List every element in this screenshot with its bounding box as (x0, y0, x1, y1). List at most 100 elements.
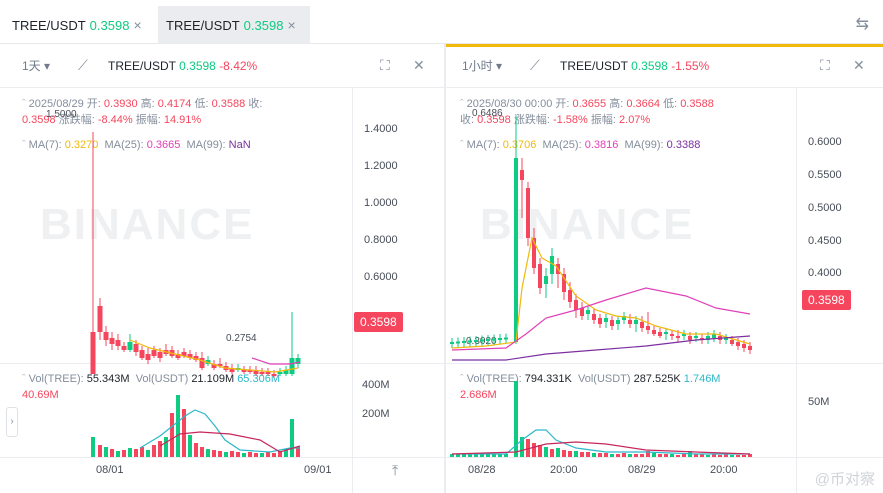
volume-bar (664, 454, 668, 457)
candle-body (247, 370, 253, 372)
price-tag: 0.3598 (802, 290, 851, 310)
candle-body (664, 332, 668, 334)
high-marker: 0.6486 (472, 108, 503, 119)
expand-handle[interactable]: › (6, 407, 18, 437)
candle-body (646, 326, 650, 330)
x-tick: 08/29 (628, 464, 656, 476)
toggle-dot-icon[interactable]: ˆ (22, 139, 26, 151)
volume-bar (486, 454, 490, 457)
close-icon[interactable]: × (133, 17, 142, 33)
y-tick: 1.0000 (364, 197, 398, 209)
vol-tree-label: Vol(TREE): (466, 373, 522, 385)
candle-body (187, 354, 193, 358)
fullscreen-icon[interactable]: ⛶ (380, 57, 390, 73)
volume-bar (474, 454, 478, 457)
candle-body (133, 344, 139, 352)
close-icon[interactable]: ✕ (413, 57, 425, 73)
volume-bar (116, 451, 120, 457)
volume-bar (718, 455, 722, 457)
x-tick: 08/01 (96, 464, 124, 476)
ma25-value: 0.3816 (584, 139, 619, 151)
vol-usdt-value: 21.109M (191, 373, 235, 385)
fullscreen-icon[interactable]: ⛶ (820, 57, 830, 73)
low-marker: 0.2754 (226, 333, 257, 344)
volume-bar (544, 447, 548, 457)
candle-body (486, 339, 490, 341)
toggle-dot-icon[interactable]: ˆ (22, 98, 26, 110)
toggle-dot-icon[interactable]: ˆ (22, 373, 26, 385)
ma7-value: 0.3706 (502, 139, 537, 151)
candle-body (211, 364, 217, 368)
candle-body (121, 346, 127, 350)
symbol-label: TREE/USDT (108, 58, 176, 73)
volume-bar (236, 452, 240, 457)
pane-divider (0, 363, 444, 364)
ma99-line (452, 335, 751, 361)
toggle-dot-icon[interactable]: ˆ (460, 98, 464, 110)
candle-body (456, 341, 460, 344)
volume-bar (110, 449, 114, 457)
volume-bar (526, 439, 530, 457)
toggle-dot-icon[interactable]: ˆ (460, 373, 464, 385)
tab-tree-usdt-1[interactable]: TREE/USDT 0.3598 × (4, 6, 150, 44)
volume-info: ˆ Vol(TREE): 794.331K Vol(USDT) 287.525K … (460, 371, 800, 403)
volume-bar (290, 419, 294, 457)
corner-logo: @币对察 (814, 471, 875, 488)
close-icon[interactable]: ✕ (853, 57, 865, 73)
interval-select[interactable]: 1小时 ▾ (462, 59, 503, 73)
candle-body (658, 332, 662, 336)
candle-body (271, 374, 277, 376)
volume-bar (712, 454, 716, 457)
close-value: 0.3598 (22, 114, 56, 126)
candle-body (730, 340, 734, 344)
chart-type-icon[interactable]: ⟋ (78, 57, 88, 73)
candle-body (748, 346, 752, 350)
chart-panel-daily: 1天 ▾ ⟋ TREE/USDT 0.3598 -8.42% ⛶ ✕ ˆ 2025… (0, 44, 444, 493)
tab-symbol: TREE/USDT (166, 17, 240, 33)
toggle-dot-icon[interactable]: ˆ (460, 139, 464, 151)
tab-bar: TREE/USDT 0.3598 × TREE/USDT 0.3598 × ⇆ (0, 0, 883, 44)
volume-bar (598, 453, 602, 457)
amplitude-label: 振幅: (135, 114, 161, 126)
candle-body (574, 300, 578, 310)
close-label: 收: (460, 114, 475, 126)
close-icon[interactable]: × (287, 17, 296, 33)
vol-ma-teal-line (139, 409, 300, 453)
volume-bar (574, 451, 578, 457)
volume-bar (634, 454, 638, 457)
volume-bar (556, 448, 560, 457)
volume-bar (134, 449, 138, 457)
volume-bar (748, 454, 752, 457)
x-tick: 20:00 (550, 464, 578, 476)
tab-symbol: TREE/USDT (12, 17, 86, 33)
tab-tree-usdt-2[interactable]: TREE/USDT 0.3598 × (158, 6, 310, 44)
candle-body (283, 370, 289, 374)
volume-bar (450, 454, 454, 457)
chart-panel-hourly: 1小时 ▾ ⟋ TREE/USDT 0.3598 -1.55% ⛶ ✕ ˆ 202… (446, 44, 883, 493)
y-tick: 0.4000 (808, 267, 842, 279)
ma7-label: MA(7): (28, 139, 62, 151)
candle-body (652, 330, 656, 334)
volume-bar (200, 447, 204, 457)
low-value: 0.3588 (211, 98, 246, 110)
volume-bar (164, 437, 168, 457)
candle-body (712, 334, 716, 338)
volume-bar (646, 451, 650, 457)
scroll-to-latest-icon[interactable]: ⤒ (392, 462, 399, 478)
volume-bar (616, 454, 620, 457)
volume-bar (176, 395, 180, 457)
candle-body (468, 340, 472, 343)
x-tick: 09/01 (304, 464, 332, 476)
candle-body (241, 370, 247, 372)
swap-icon[interactable]: ⇆ (855, 16, 869, 33)
chart-type-icon[interactable]: ⟋ (530, 57, 540, 73)
vol-usdt-value: 287.525K (633, 373, 681, 385)
candle-body (492, 338, 496, 341)
volume-bar (104, 447, 108, 457)
interval-select[interactable]: 1天 ▾ (22, 59, 51, 73)
ma25-line (451, 287, 751, 351)
candle-body (580, 308, 584, 316)
volume-bar (158, 441, 162, 457)
ma99-value: NaN (228, 139, 251, 151)
ma25-label: MA(25): (104, 139, 144, 151)
